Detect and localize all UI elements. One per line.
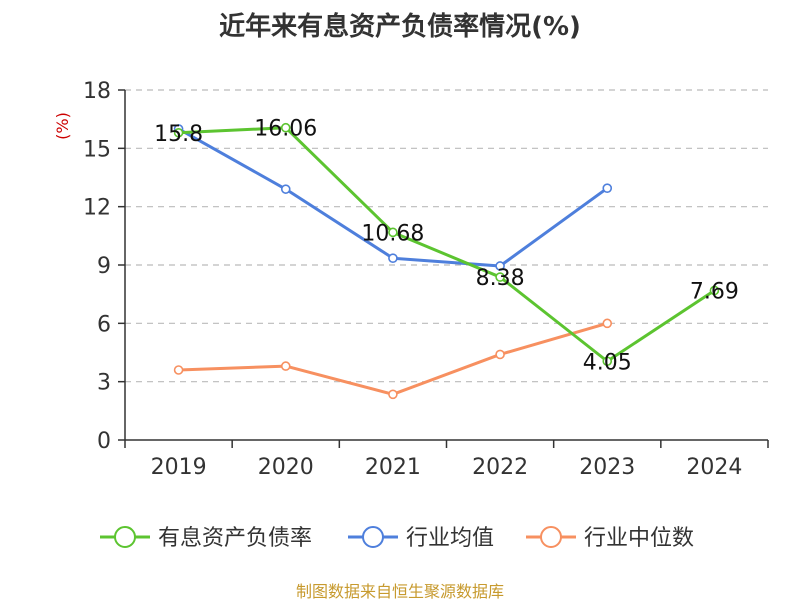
data-label: 16.06 bbox=[254, 117, 317, 142]
series-line bbox=[178, 126, 716, 363]
legend-label: 有息资产负债率 bbox=[158, 526, 312, 551]
y-tick-label: 3 bbox=[97, 371, 111, 396]
x-tick-label: 2024 bbox=[686, 455, 742, 480]
data-point bbox=[280, 184, 291, 194]
data-label: 15.8 bbox=[154, 122, 203, 147]
data-point bbox=[602, 183, 613, 193]
data-point bbox=[602, 356, 613, 367]
series-line bbox=[178, 321, 608, 396]
x-tick-label: 2022 bbox=[472, 455, 528, 480]
data-point bbox=[495, 349, 505, 360]
x-tick-label: 2019 bbox=[151, 455, 207, 480]
data-labels: 15.8 16.06 10.68 8.38 4.05 7.69 bbox=[154, 117, 739, 376]
legend: 有息资产负债率 行业均值 行业中位数 bbox=[100, 526, 694, 551]
data-label: 4.05 bbox=[583, 350, 632, 375]
x-tick-label: 2021 bbox=[365, 455, 421, 480]
data-point bbox=[280, 361, 291, 371]
data-point bbox=[173, 365, 184, 375]
series-group bbox=[173, 122, 720, 400]
data-point bbox=[495, 272, 505, 282]
axes: 0 3 6 9 12 15 18 (%) 2019 2020 2021 2022 2023 2024 bbox=[53, 79, 769, 480]
x-tick-label: 2020 bbox=[258, 455, 314, 480]
legend-label: 行业均值 bbox=[406, 526, 494, 551]
data-label: 7.69 bbox=[690, 279, 739, 304]
chart-title: 近年来有息资产负债率情况(%) bbox=[219, 12, 581, 42]
legend-marker bbox=[114, 526, 136, 548]
y-tick-label: 15 bbox=[83, 137, 111, 162]
legend-marker bbox=[540, 526, 562, 548]
legend-label: 行业中位数 bbox=[584, 526, 694, 551]
data-point bbox=[388, 227, 398, 238]
y-tick-label: 18 bbox=[83, 79, 111, 104]
y-tick-label: 6 bbox=[97, 312, 111, 337]
data-point bbox=[280, 122, 291, 133]
grid-lines bbox=[125, 89, 768, 383]
x-tick-label: 2023 bbox=[579, 455, 635, 480]
data-point bbox=[388, 253, 398, 263]
y-tick-label: 9 bbox=[97, 254, 111, 279]
data-point bbox=[173, 127, 184, 138]
y-tick-label: 0 bbox=[97, 429, 111, 454]
source-note: 制图数据来自恒生聚源数据库 bbox=[295, 582, 504, 601]
data-point bbox=[709, 285, 720, 296]
data-label: 10.68 bbox=[361, 221, 424, 246]
data-point bbox=[602, 318, 613, 329]
legend-marker bbox=[362, 526, 384, 548]
y-axis-unit: (%) bbox=[53, 112, 72, 140]
data-point bbox=[495, 261, 505, 271]
data-point bbox=[388, 389, 398, 400]
data-label: 8.38 bbox=[476, 266, 525, 291]
y-tick-label: 12 bbox=[83, 196, 111, 221]
